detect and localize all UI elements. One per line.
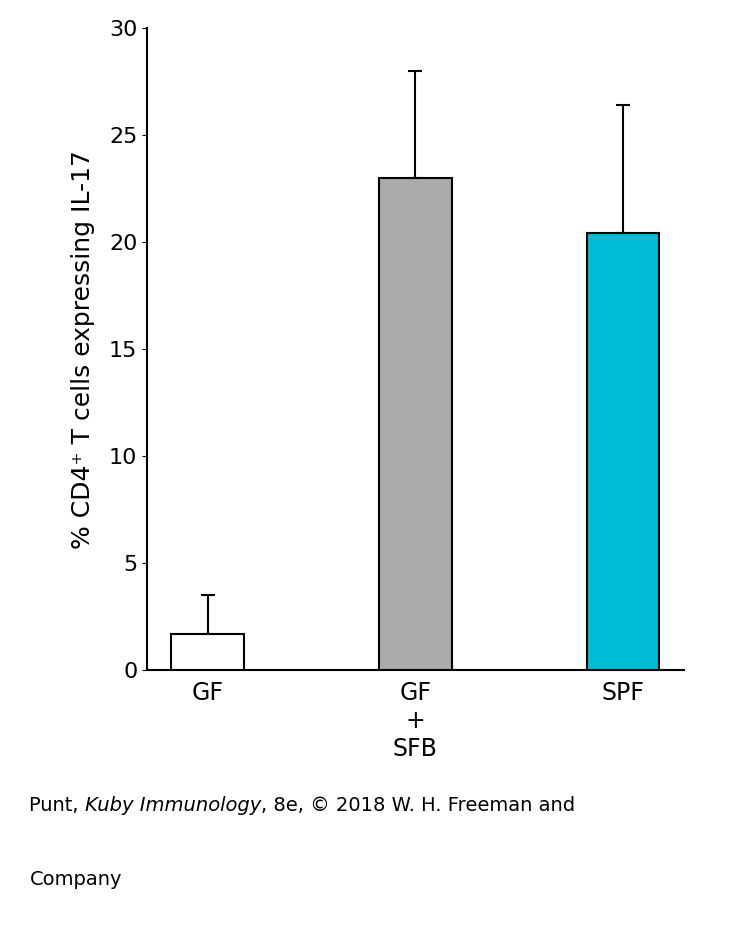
Text: Punt,: Punt, xyxy=(29,796,85,815)
Text: Kuby Immunology: Kuby Immunology xyxy=(85,796,262,815)
Y-axis label: % CD4⁺ T cells expressing IL-17: % CD4⁺ T cells expressing IL-17 xyxy=(71,150,95,548)
Text: Company: Company xyxy=(29,870,122,889)
Bar xyxy=(587,234,659,670)
Bar xyxy=(171,634,244,670)
Bar xyxy=(379,178,451,670)
Text: , 8e, © 2018 W. H. Freeman and: , 8e, © 2018 W. H. Freeman and xyxy=(262,796,576,815)
